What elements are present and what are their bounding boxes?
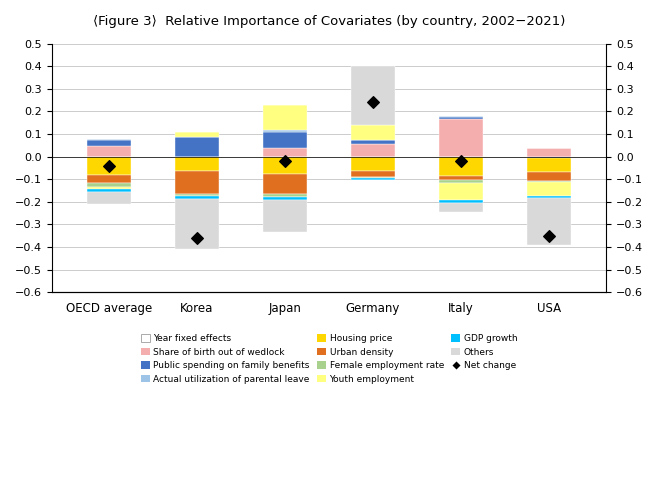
Bar: [263, 132, 307, 148]
Bar: [527, 196, 571, 198]
Bar: [351, 125, 395, 140]
Bar: [439, 183, 483, 200]
Bar: [263, 129, 307, 132]
Bar: [175, 199, 219, 248]
Bar: [439, 181, 483, 183]
Bar: [439, 116, 483, 117]
Bar: [439, 200, 483, 203]
Bar: [263, 156, 307, 174]
Bar: [527, 198, 571, 245]
Bar: [175, 132, 219, 137]
Bar: [527, 158, 571, 172]
Bar: [351, 177, 395, 178]
Bar: [263, 105, 307, 129]
Bar: [263, 174, 307, 194]
Bar: [527, 148, 571, 156]
Bar: [87, 187, 131, 189]
Bar: [527, 182, 571, 196]
Point: [104, 162, 114, 170]
Bar: [351, 156, 395, 171]
Bar: [87, 147, 131, 156]
Bar: [175, 194, 219, 196]
Bar: [527, 172, 571, 181]
Bar: [351, 144, 395, 156]
Bar: [439, 156, 483, 176]
Bar: [87, 175, 131, 184]
Bar: [439, 117, 483, 120]
Bar: [87, 156, 131, 175]
Bar: [351, 140, 395, 144]
Bar: [87, 192, 131, 204]
Point: [456, 157, 467, 165]
Bar: [263, 197, 307, 200]
Text: ⟨Figure 3⟩  Relative Importance of Covariates (by country, 2002−2021): ⟨Figure 3⟩ Relative Importance of Covari…: [93, 15, 565, 28]
Point: [368, 98, 378, 106]
Legend: Year fixed effects, Share of birth out of wedlock, Public spending on family ben: Year fixed effects, Share of birth out o…: [141, 334, 517, 384]
Bar: [351, 171, 395, 177]
Bar: [263, 194, 307, 197]
Bar: [263, 200, 307, 232]
Point: [280, 157, 290, 165]
Bar: [175, 196, 219, 199]
Bar: [351, 66, 395, 125]
Bar: [263, 148, 307, 156]
Bar: [87, 140, 131, 147]
Bar: [439, 203, 483, 212]
Bar: [175, 137, 219, 156]
Bar: [175, 171, 219, 194]
Bar: [351, 178, 395, 180]
Bar: [87, 184, 131, 187]
Bar: [527, 156, 571, 158]
Point: [544, 232, 554, 240]
Bar: [439, 176, 483, 181]
Bar: [175, 156, 219, 171]
Point: [191, 234, 202, 242]
Bar: [87, 139, 131, 140]
Bar: [87, 189, 131, 192]
Bar: [439, 120, 483, 156]
Bar: [527, 181, 571, 182]
